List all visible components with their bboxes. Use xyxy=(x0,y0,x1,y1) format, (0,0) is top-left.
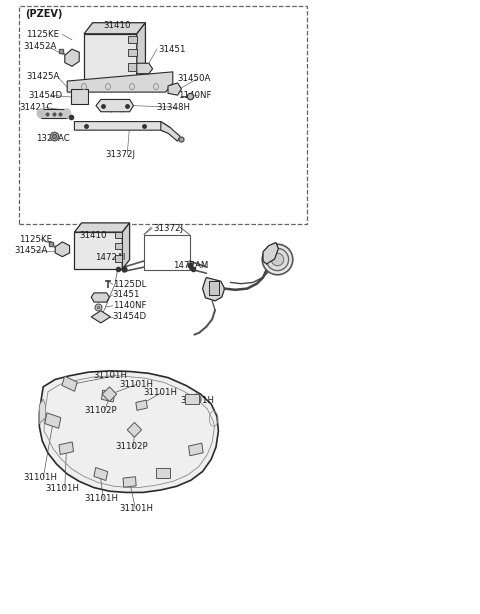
Bar xyxy=(19,6,307,224)
Polygon shape xyxy=(127,422,142,437)
Text: 1125KE: 1125KE xyxy=(19,235,52,244)
Bar xyxy=(128,63,137,71)
Text: 31101H: 31101H xyxy=(46,484,80,492)
Polygon shape xyxy=(74,232,122,269)
Text: 31101H: 31101H xyxy=(119,504,153,513)
Text: 31101H: 31101H xyxy=(119,380,153,389)
Bar xyxy=(144,235,190,270)
Text: (PZEV): (PZEV) xyxy=(25,9,62,18)
Polygon shape xyxy=(161,122,180,141)
Bar xyxy=(156,468,170,478)
Polygon shape xyxy=(91,293,109,302)
Text: 31101H: 31101H xyxy=(23,473,57,482)
Text: 31425A: 31425A xyxy=(26,72,60,81)
Text: 31451: 31451 xyxy=(158,45,186,53)
Text: 31454D: 31454D xyxy=(29,91,63,99)
Polygon shape xyxy=(39,399,46,424)
Text: 31450A: 31450A xyxy=(178,74,211,83)
Bar xyxy=(94,467,108,481)
Text: 1140NF: 1140NF xyxy=(178,91,211,99)
Polygon shape xyxy=(55,242,70,257)
Polygon shape xyxy=(84,34,137,80)
Bar xyxy=(59,442,73,454)
Text: 31421C: 31421C xyxy=(19,103,53,112)
Text: 1472AM: 1472AM xyxy=(173,261,208,270)
Polygon shape xyxy=(74,122,170,134)
Polygon shape xyxy=(74,223,130,232)
Bar xyxy=(136,400,147,410)
Bar xyxy=(209,281,219,295)
Text: 31410: 31410 xyxy=(79,231,107,239)
Text: 31101H: 31101H xyxy=(84,494,118,503)
Ellipse shape xyxy=(37,109,45,118)
Bar xyxy=(128,36,137,43)
Polygon shape xyxy=(39,371,218,492)
Text: 31101H: 31101H xyxy=(180,396,214,405)
Polygon shape xyxy=(84,23,145,34)
Ellipse shape xyxy=(63,109,71,118)
Bar xyxy=(123,476,136,488)
Text: 31454D: 31454D xyxy=(113,313,147,321)
Text: 31452A: 31452A xyxy=(23,42,57,51)
Text: 31102P: 31102P xyxy=(115,443,148,451)
Text: 31102P: 31102P xyxy=(84,406,117,414)
Text: 31101H: 31101H xyxy=(143,389,177,397)
Bar xyxy=(115,243,122,249)
Bar xyxy=(101,390,115,402)
Polygon shape xyxy=(41,109,67,118)
Bar xyxy=(189,443,203,456)
Polygon shape xyxy=(65,49,79,66)
Polygon shape xyxy=(137,63,153,74)
Text: 31372J: 31372J xyxy=(106,150,135,159)
Text: 31372J: 31372J xyxy=(154,224,183,233)
Text: 31452A: 31452A xyxy=(14,246,48,255)
Text: 1140NF: 1140NF xyxy=(113,301,146,310)
Bar xyxy=(62,376,77,391)
Bar xyxy=(45,413,61,429)
Text: 31451: 31451 xyxy=(113,290,140,299)
Text: 31348H: 31348H xyxy=(156,103,190,112)
Text: 1125DL: 1125DL xyxy=(113,280,146,289)
Bar xyxy=(115,255,122,262)
Text: 1327AC: 1327AC xyxy=(36,134,70,142)
Polygon shape xyxy=(67,72,173,92)
Polygon shape xyxy=(263,243,278,264)
Bar xyxy=(185,394,199,404)
Text: 31410: 31410 xyxy=(103,21,131,30)
Polygon shape xyxy=(122,223,130,269)
Text: 1472AI: 1472AI xyxy=(95,254,125,262)
Polygon shape xyxy=(203,278,225,301)
Bar xyxy=(71,89,88,104)
Text: 31101H: 31101H xyxy=(94,371,128,380)
Text: 1125KE: 1125KE xyxy=(26,30,60,39)
Polygon shape xyxy=(91,311,110,323)
Polygon shape xyxy=(168,83,181,95)
Polygon shape xyxy=(102,387,117,402)
Polygon shape xyxy=(137,23,145,80)
Bar xyxy=(128,49,137,56)
Polygon shape xyxy=(96,99,133,112)
Bar xyxy=(115,232,122,238)
